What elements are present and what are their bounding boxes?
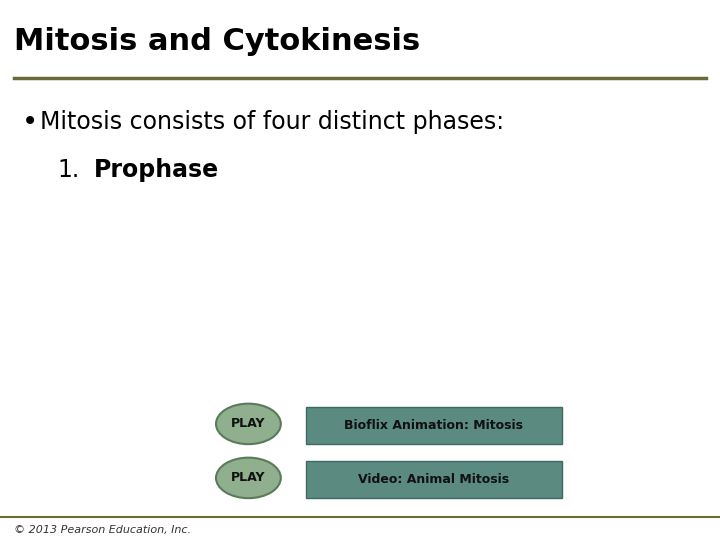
Text: PLAY: PLAY	[231, 417, 266, 430]
Text: © 2013 Pearson Education, Inc.: © 2013 Pearson Education, Inc.	[14, 525, 192, 535]
Ellipse shape	[216, 458, 281, 498]
Text: PLAY: PLAY	[231, 471, 266, 484]
Text: Mitosis and Cytokinesis: Mitosis and Cytokinesis	[14, 27, 420, 56]
Text: Video: Animal Mitosis: Video: Animal Mitosis	[359, 473, 509, 486]
Text: Prophase: Prophase	[94, 158, 219, 182]
Text: 1.: 1.	[58, 158, 80, 182]
Text: •: •	[22, 107, 38, 136]
Ellipse shape	[216, 404, 281, 444]
Text: Bioflix Animation: Mitosis: Bioflix Animation: Mitosis	[344, 419, 523, 432]
Text: Mitosis consists of four distinct phases:: Mitosis consists of four distinct phases…	[40, 110, 504, 133]
FancyBboxPatch shape	[306, 407, 562, 444]
FancyBboxPatch shape	[306, 461, 562, 498]
